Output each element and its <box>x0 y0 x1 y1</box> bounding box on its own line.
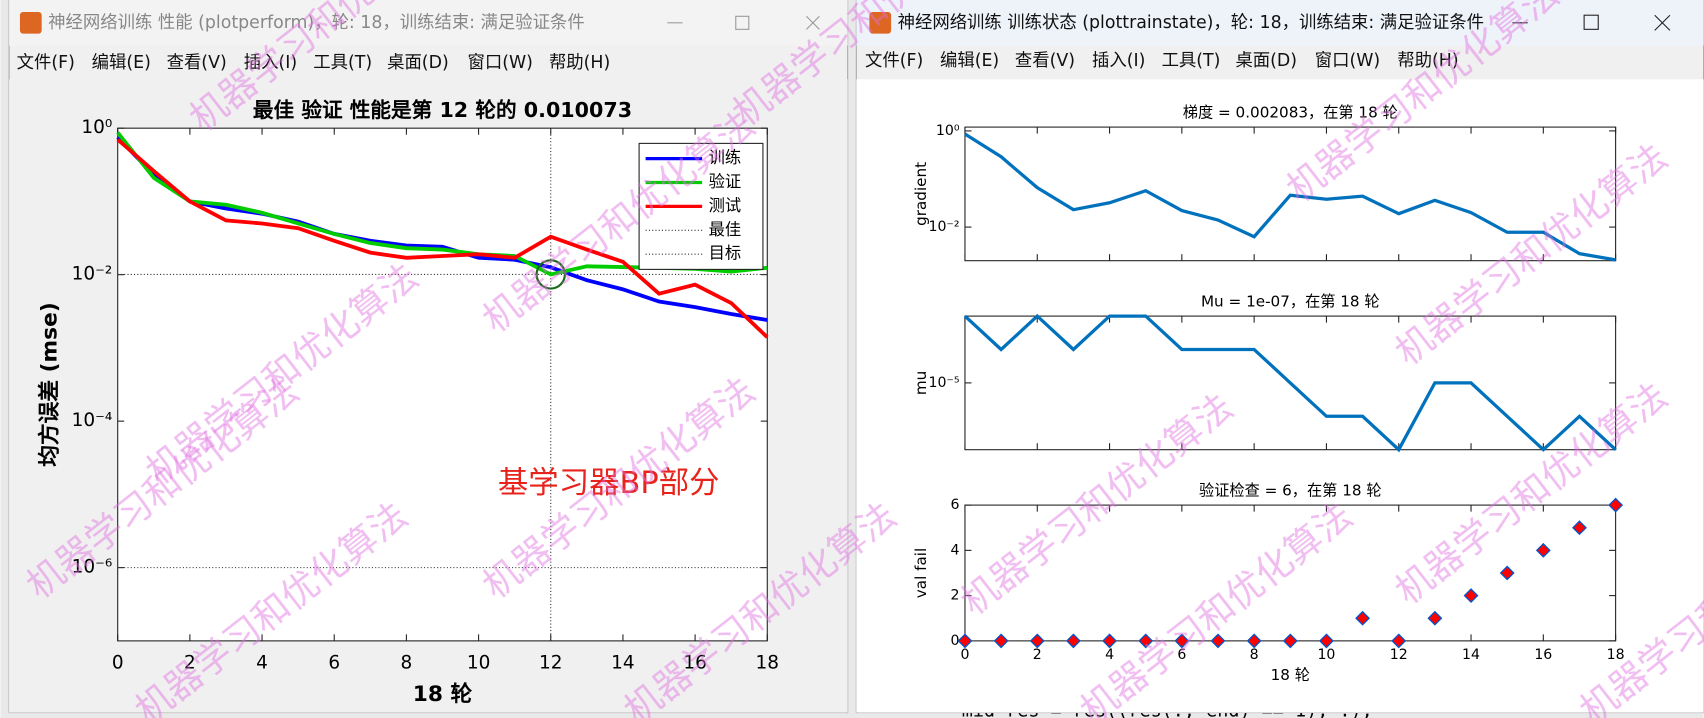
x-tick-label: 12 <box>539 653 562 674</box>
data-point <box>1499 565 1515 581</box>
menu-item[interactable]: 桌面(D) <box>387 53 449 73</box>
y-tick-label: 10⁻⁴ <box>72 410 113 431</box>
menu-item[interactable]: 插入(I) <box>244 53 297 73</box>
x-tick-label: 2 <box>1033 647 1042 663</box>
data-point <box>1029 633 1045 649</box>
x-tick-label: 8 <box>1250 647 1259 663</box>
data-point <box>1355 610 1371 626</box>
data-point <box>1608 497 1624 513</box>
data-point <box>1102 633 1117 649</box>
legend-label: 目标 <box>709 244 742 263</box>
window-title: 神经网络训练 训练状态 (plottrainstate)，轮: 18，训练结束:… <box>898 13 1484 33</box>
data-point <box>993 633 1009 649</box>
close-button[interactable] <box>1654 14 1671 31</box>
x-tick-label: 2 <box>184 653 196 674</box>
close-button[interactable] <box>805 15 820 30</box>
y-tick-label: 10⁰ <box>81 117 112 138</box>
y-tick-label: 10⁰ <box>936 123 960 139</box>
x-axis-label: 18 轮 <box>1271 666 1310 684</box>
x-tick-label: 12 <box>1390 647 1408 663</box>
y-axis-label: val fail <box>912 548 930 598</box>
y-axis-label: mu <box>912 371 930 395</box>
window-title: 神经网络训练 性能 (plotperform)，轮: 18，训练结束: 满足验证… <box>48 13 585 33</box>
x-tick-label: 0 <box>112 653 124 674</box>
data-point <box>1535 542 1551 558</box>
data-point <box>1282 633 1298 649</box>
annotation: 基学习器BP部分 <box>498 466 720 501</box>
menu-item[interactable]: 帮助(H) <box>1397 51 1458 71</box>
maximize-button[interactable] <box>735 15 750 30</box>
series-line <box>116 136 768 322</box>
legend-label: 测试 <box>709 196 742 215</box>
app-icon <box>869 11 892 34</box>
x-tick-label: 0 <box>960 647 969 663</box>
chart-title: 梯度 = 0.002083，在第 18 轮 <box>1183 103 1398 121</box>
menu-item[interactable]: 窗口(W) <box>1315 51 1380 71</box>
menu-item[interactable]: 文件(F) <box>865 51 923 71</box>
menu-item[interactable]: 窗口(W) <box>467 53 532 73</box>
menu-item[interactable]: 桌面(D) <box>1235 51 1297 71</box>
y-tick-label: 10⁻² <box>72 264 113 285</box>
y-tick-label: 2 <box>951 588 960 604</box>
x-tick-label: 18 <box>1607 647 1625 663</box>
legend-label: 验证 <box>709 172 742 191</box>
chart-title: Mu = 1e-07，在第 18 轮 <box>1201 292 1380 310</box>
data-point <box>1065 633 1081 649</box>
menu-item[interactable]: 工具(T) <box>313 53 372 73</box>
x-tick-label: 6 <box>328 653 340 674</box>
app-icon <box>19 11 42 34</box>
legend-label: 最佳 <box>709 220 742 239</box>
data-point <box>1174 633 1190 649</box>
series-line <box>964 132 1616 262</box>
y-axis-label: 均方误差 (mse) <box>36 302 62 467</box>
menu-item[interactable]: 编辑(E) <box>92 53 151 73</box>
x-tick-label: 16 <box>1534 647 1552 663</box>
data-point <box>1391 633 1407 649</box>
y-tick-label: 10⁻² <box>928 219 959 235</box>
x-tick-label: 10 <box>1317 647 1335 663</box>
data-point <box>1463 588 1479 604</box>
x-tick-label: 4 <box>256 653 268 674</box>
menu-item[interactable]: 帮助(H) <box>549 53 610 73</box>
chart-title: 最佳 验证 性能是第 12 轮的 0.010073 <box>253 98 632 122</box>
menu-item[interactable]: 工具(T) <box>1162 51 1221 71</box>
menu-item[interactable]: 插入(I) <box>1092 51 1145 71</box>
menu-item[interactable]: 编辑(E) <box>940 51 999 71</box>
y-axis-label: gradient <box>912 162 930 226</box>
series-line <box>963 313 1617 453</box>
series-line <box>116 138 769 339</box>
chart-title: 验证检查 = 6，在第 18 轮 <box>1199 481 1382 499</box>
y-tick-label: 0 <box>951 633 960 649</box>
data-point <box>1246 633 1262 649</box>
data-point <box>1319 633 1334 649</box>
data-point <box>1572 520 1587 536</box>
x-tick-label: 10 <box>467 653 490 674</box>
data-point <box>1138 633 1154 649</box>
x-tick-label: 16 <box>683 653 706 674</box>
x-tick-label: 14 <box>1462 647 1480 663</box>
best-marker <box>535 259 566 290</box>
y-tick-label: 6 <box>951 497 960 513</box>
title-bar <box>9 0 848 46</box>
data-point <box>957 633 973 649</box>
x-tick-label: 6 <box>1177 647 1186 663</box>
y-tick-label: 10⁻⁶ <box>72 557 113 578</box>
x-tick-label: 8 <box>401 653 413 674</box>
maximize-button[interactable] <box>1583 14 1599 30</box>
title-bar <box>856 0 1704 46</box>
legend-label: 训练 <box>709 148 742 167</box>
x-tick-label: 18 <box>756 653 779 674</box>
x-tick-label: 14 <box>611 653 634 674</box>
x-tick-label: 4 <box>1105 647 1114 663</box>
data-point <box>1210 633 1226 649</box>
menu-item[interactable]: 查看(V) <box>1015 51 1075 71</box>
y-tick-label: 4 <box>951 542 960 558</box>
menu-item[interactable]: 查看(V) <box>167 53 227 73</box>
y-tick-label: 10⁻⁵ <box>928 375 959 391</box>
menu-item[interactable]: 文件(F) <box>17 53 75 73</box>
x-axis-label: 18 轮 <box>413 681 473 707</box>
data-point <box>1427 610 1443 626</box>
